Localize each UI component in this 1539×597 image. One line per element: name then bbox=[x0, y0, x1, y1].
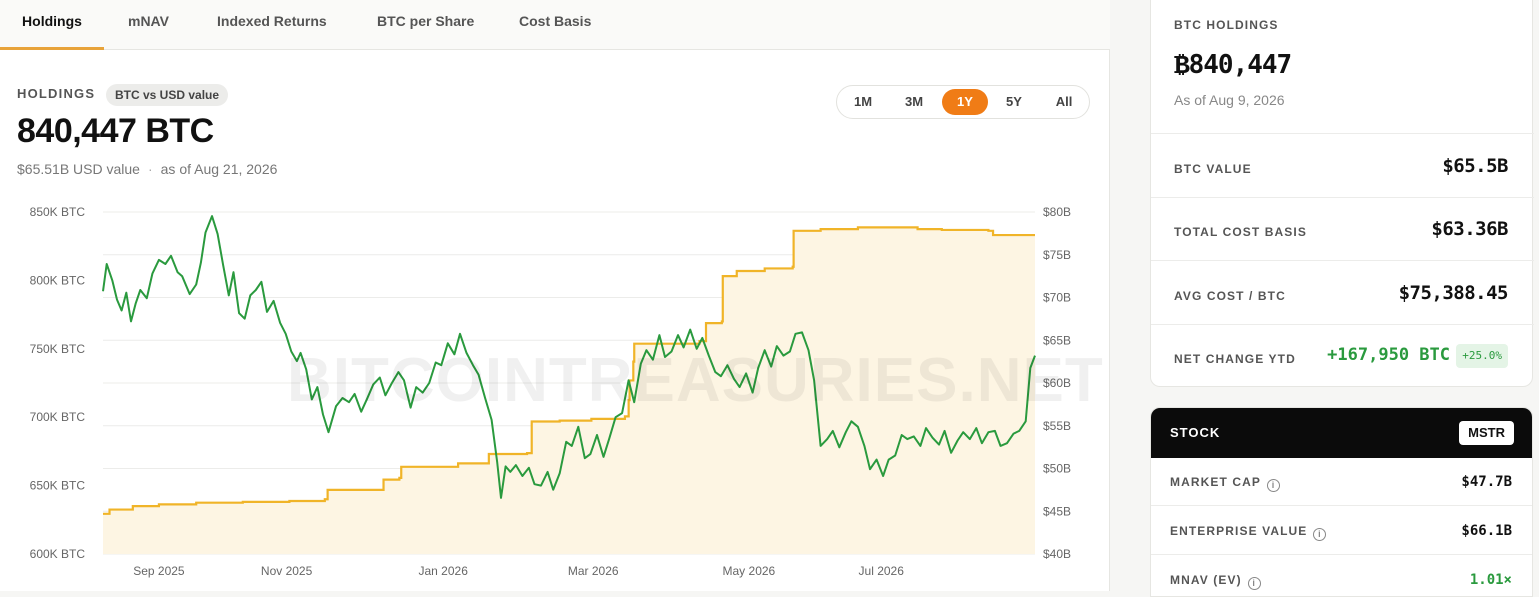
section-label: HOLDINGS bbox=[17, 86, 96, 101]
holdings-chart[interactable]: $80B $75B $70B $65B $60B $55B $50B $45B $40B 850K… bbox=[0, 195, 1110, 591]
btc-vs-usd-toggle[interactable]: BTC vs USD value bbox=[106, 84, 229, 106]
y-right-tick-label: $50B bbox=[1043, 462, 1071, 476]
btc-value-label: BTC VALUE bbox=[1174, 162, 1252, 176]
tab-mnav[interactable]: mNAV bbox=[128, 13, 169, 29]
y-right-tick-label: $65B bbox=[1043, 333, 1071, 347]
info-icon[interactable]: i bbox=[1267, 479, 1280, 492]
main-panel: Holdings mNAV Indexed Returns BTC per Sh… bbox=[0, 0, 1110, 591]
stock-card: STOCK MSTR MARKET CAP i $47.7B ENTERPRISE… bbox=[1150, 407, 1533, 597]
total-cost-basis-label: TOTAL COST BASIS bbox=[1174, 225, 1307, 239]
divider bbox=[1151, 505, 1532, 506]
y-right-tick-label: $40B bbox=[1043, 547, 1071, 561]
y-right-tick-label: $45B bbox=[1043, 504, 1071, 518]
x-tick-label: May 2026 bbox=[723, 564, 776, 578]
holdings-subline: $65.51B USD value · as of Aug 21, 2026 bbox=[17, 161, 277, 177]
avg-cost-value: $75,388.45 bbox=[1398, 282, 1509, 304]
usd-value-area bbox=[103, 227, 1035, 554]
holdings-as-of: As of Aug 9, 2026 bbox=[1174, 92, 1285, 108]
range-5y-button[interactable]: 5Y bbox=[1006, 94, 1022, 109]
mnav-ev-label: MNAV (EV) i bbox=[1170, 573, 1261, 590]
range-1y-button[interactable]: 1Y bbox=[942, 89, 988, 115]
divider bbox=[1151, 554, 1532, 555]
y-right-tick-label: $80B bbox=[1043, 205, 1071, 219]
ticker-badge[interactable]: MSTR bbox=[1459, 421, 1514, 445]
market-cap-value: $47.7B bbox=[1461, 474, 1512, 490]
enterprise-value-label: ENTERPRISE VALUE i bbox=[1170, 524, 1327, 541]
btc-holdings-value: ₿840,447 bbox=[1174, 50, 1292, 80]
holdings-total: 840,447 BTC bbox=[17, 112, 214, 150]
enterprise-value: $66.1B bbox=[1461, 523, 1512, 539]
x-tick-label: Sep 2025 bbox=[133, 564, 185, 578]
mnav-ev-label-text: MNAV (EV) bbox=[1170, 573, 1242, 587]
separator-dot: · bbox=[147, 161, 153, 177]
stock-header: STOCK MSTR bbox=[1151, 408, 1532, 458]
range-1m-button[interactable]: 1M bbox=[853, 94, 873, 109]
usd-value-line bbox=[103, 226, 1035, 515]
y-left-tick-label: 800K BTC bbox=[30, 273, 86, 287]
tab-indexed-returns[interactable]: Indexed Returns bbox=[217, 13, 327, 29]
y-right-tick-label: $60B bbox=[1043, 376, 1071, 390]
market-cap-label: MARKET CAP i bbox=[1170, 475, 1280, 492]
total-cost-basis-value: $63.36B bbox=[1431, 218, 1508, 240]
y-left-tick-label: 700K BTC bbox=[30, 410, 86, 424]
y-right-tick-label: $70B bbox=[1043, 291, 1071, 305]
as-of-date: as of Aug 21, 2026 bbox=[160, 161, 278, 177]
market-cap-label-text: MARKET CAP bbox=[1170, 475, 1261, 489]
holdings-summary-card: BTC HOLDINGS ₿840,447 As of Aug 9, 2026 … bbox=[1150, 0, 1534, 387]
y-right-tick-label: $75B bbox=[1043, 248, 1071, 262]
mnav-ev-value: 1.01× bbox=[1469, 572, 1512, 588]
x-tick-label: Nov 2025 bbox=[261, 564, 313, 578]
divider bbox=[1151, 260, 1534, 261]
tab-holdings[interactable]: Holdings bbox=[0, 0, 104, 50]
net-change-pct-badge: +25.0% bbox=[1456, 344, 1508, 368]
net-change-ytd-label: NET CHANGE YTD bbox=[1174, 352, 1296, 366]
x-tick-label: Jan 2026 bbox=[418, 564, 468, 578]
tab-btc-per-share[interactable]: BTC per Share bbox=[377, 13, 475, 29]
y-left-tick-label: 600K BTC bbox=[30, 547, 86, 561]
usd-value: $65.51B USD value bbox=[17, 161, 140, 177]
watermark-text: BITCOINTREASURIES.NET bbox=[287, 346, 1104, 415]
x-tick-label: Jul 2026 bbox=[859, 564, 905, 578]
stock-title: STOCK bbox=[1170, 425, 1221, 440]
tab-cost-basis[interactable]: Cost Basis bbox=[519, 13, 592, 29]
enterprise-value-label-text: ENTERPRISE VALUE bbox=[1170, 524, 1308, 538]
info-icon[interactable]: i bbox=[1313, 528, 1327, 541]
x-tick-label: Mar 2026 bbox=[568, 564, 619, 578]
y-right-tick-label: $55B bbox=[1043, 419, 1071, 433]
y-left-tick-label: 650K BTC bbox=[30, 479, 86, 493]
range-all-button[interactable]: All bbox=[1055, 94, 1073, 109]
btc-holdings-label: BTC HOLDINGS bbox=[1174, 18, 1279, 32]
tab-bar: Holdings mNAV Indexed Returns BTC per Sh… bbox=[0, 0, 1110, 50]
divider bbox=[1151, 197, 1534, 198]
btc-holdings-line bbox=[102, 215, 1036, 499]
time-range-selector: 1M 3M 1Y 5Y All bbox=[836, 85, 1090, 119]
sidebar: BTC HOLDINGS ₿840,447 As of Aug 9, 2026 … bbox=[1110, 0, 1539, 597]
net-change-ytd-value: +167,950 BTC bbox=[1327, 345, 1450, 365]
range-3m-button[interactable]: 3M bbox=[904, 94, 924, 109]
divider bbox=[1151, 133, 1534, 134]
divider bbox=[1151, 324, 1534, 325]
btc-value: $65.5B bbox=[1442, 155, 1508, 177]
avg-cost-label: AVG COST / BTC bbox=[1174, 289, 1286, 303]
y-left-tick-label: 750K BTC bbox=[30, 342, 86, 356]
holdings-chart-svg: $80B $75B $70B $65B $60B $55B $50B $45B $40B 850K… bbox=[30, 205, 1071, 578]
info-icon[interactable]: i bbox=[1247, 577, 1261, 590]
y-left-tick-label: 850K BTC bbox=[30, 205, 86, 219]
